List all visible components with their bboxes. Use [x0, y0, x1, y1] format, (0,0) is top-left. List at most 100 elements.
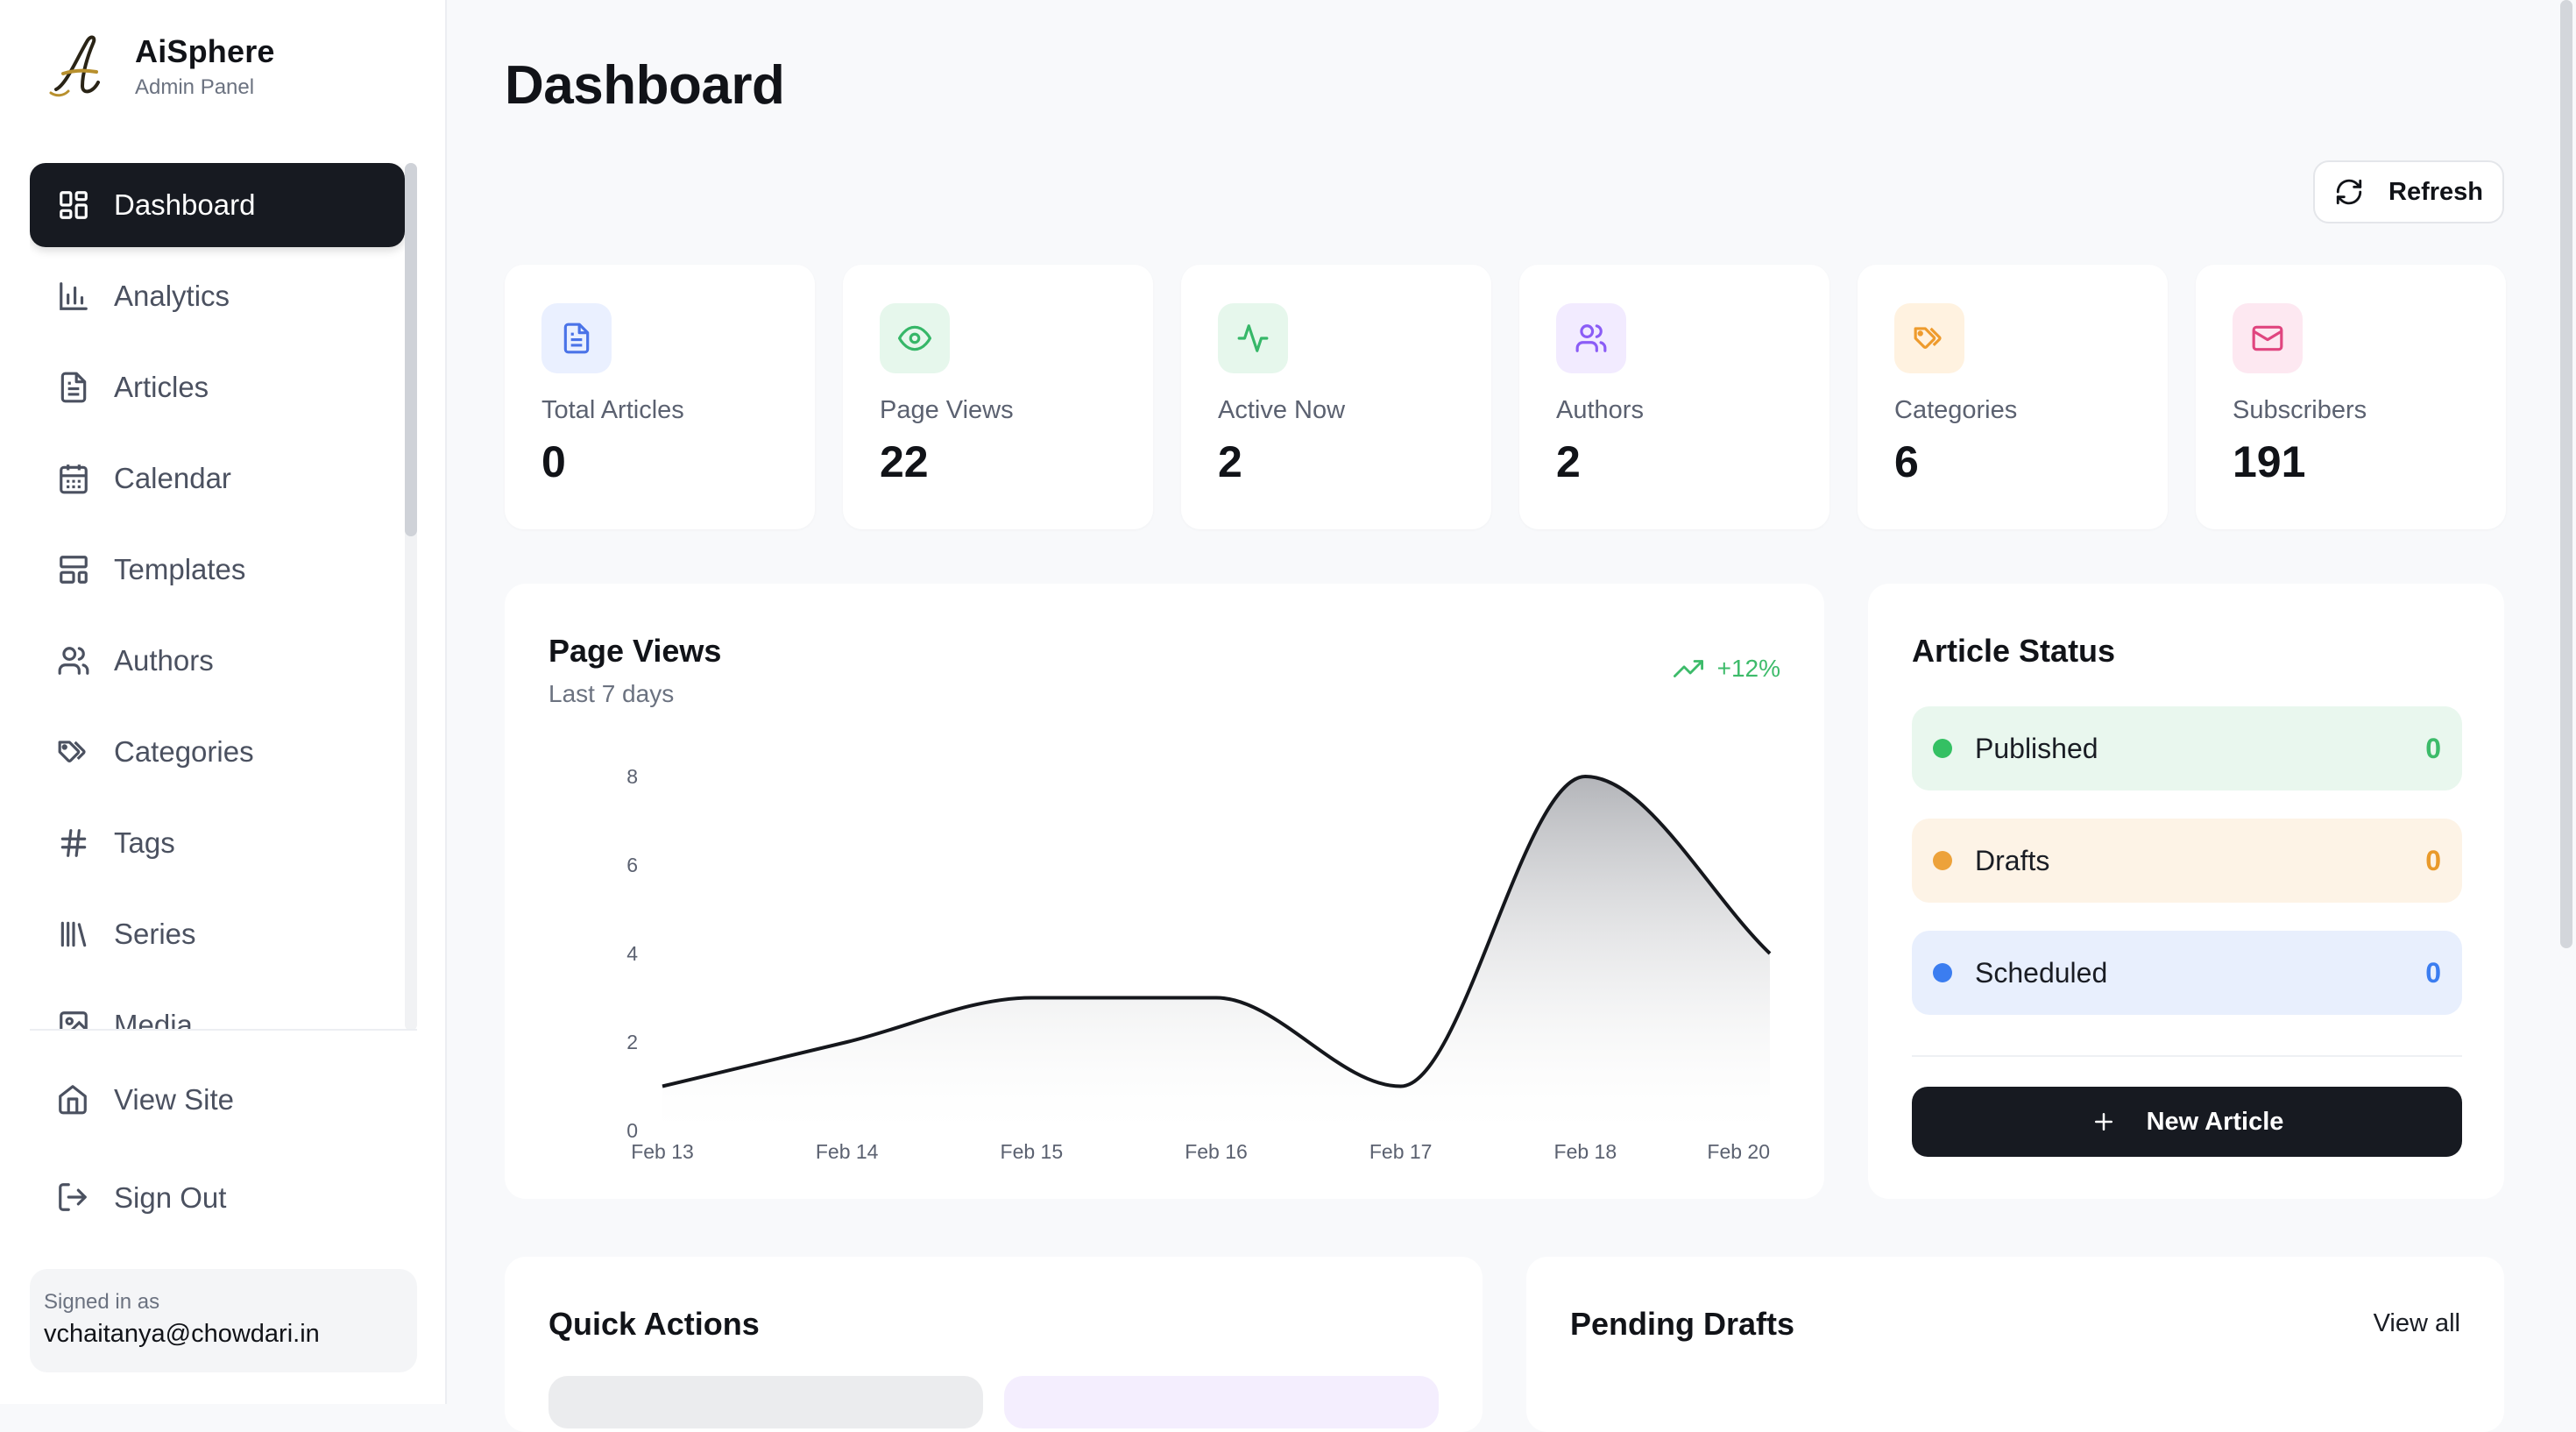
- chart-area: [662, 776, 1770, 1131]
- refresh-icon: [2336, 179, 2362, 205]
- stat-value: 22: [880, 437, 929, 486]
- status-row-scheduled[interactable]: Scheduled 0: [1912, 931, 2462, 1015]
- view-site-link[interactable]: View Site: [30, 1060, 405, 1139]
- sidebar-item-templates[interactable]: Templates: [30, 528, 405, 612]
- status-dot: [1933, 963, 1952, 982]
- y-tick-label: 8: [626, 765, 638, 788]
- sidebar: AiSphere Admin Panel Dashboard Analytics: [0, 0, 447, 1404]
- tags-icon: [1894, 303, 1964, 373]
- brand[interactable]: AiSphere Admin Panel: [47, 32, 275, 102]
- quick-actions-title: Quick Actions: [548, 1306, 760, 1342]
- stat-value: 2: [1218, 437, 1242, 486]
- sidebar-item-label: Media: [114, 1009, 193, 1031]
- stat-label: Active Now: [1218, 396, 1346, 424]
- trending-up-icon: [1673, 660, 1703, 677]
- signed-in-card: Signed in as vchaitanya@chowdari.in: [30, 1269, 417, 1372]
- activity-icon: [1218, 303, 1288, 373]
- signed-in-label: Signed in as: [44, 1290, 160, 1314]
- status-row-drafts[interactable]: Drafts 0: [1912, 819, 2462, 903]
- sidebar-item-categories[interactable]: Categories: [30, 710, 405, 794]
- status-row-published[interactable]: Published 0: [1912, 706, 2462, 790]
- stat-label: Authors: [1556, 396, 1644, 424]
- sidebar-item-media[interactable]: Media: [30, 983, 405, 1031]
- bar-chart-icon: [56, 279, 91, 314]
- calendar-icon: [56, 461, 91, 496]
- new-article-label: New Article: [2146, 1107, 2284, 1136]
- y-tick-label: 0: [626, 1119, 638, 1142]
- sidebar-item-label: Calendar: [114, 462, 231, 494]
- quick-action-tile[interactable]: [548, 1376, 983, 1428]
- stat-card-authors[interactable]: Authors 2: [1519, 265, 1829, 529]
- chart-point[interactable]: [1396, 1081, 1406, 1092]
- users-icon: [56, 643, 91, 678]
- page-title: Dashboard: [505, 55, 785, 116]
- new-article-button[interactable]: New Article: [1912, 1087, 2462, 1157]
- sidebar-item-label: Series: [114, 918, 196, 950]
- x-tick-label: Feb 13: [631, 1140, 694, 1163]
- sidebar-item-series[interactable]: Series: [30, 892, 405, 976]
- stat-label: Categories: [1894, 396, 2018, 424]
- document-icon: [56, 370, 91, 405]
- chart-point[interactable]: [1026, 993, 1037, 1003]
- chart-point[interactable]: [842, 1037, 853, 1047]
- stat-value: 191: [2233, 437, 2306, 486]
- article-status-panel: Article Status Published 0 Drafts 0 Sche…: [1868, 584, 2504, 1199]
- app-name: AiSphere: [135, 33, 275, 69]
- pending-drafts-panel: Pending Drafts View all: [1526, 1257, 2504, 1432]
- quick-action-tile[interactable]: [1004, 1376, 1439, 1428]
- sidebar-divider: [30, 1029, 417, 1031]
- sign-out-label: Sign Out: [114, 1181, 227, 1214]
- refresh-label: Refresh: [2388, 177, 2483, 206]
- quick-actions-panel: Quick Actions: [505, 1257, 1483, 1432]
- chart-point[interactable]: [1765, 948, 1775, 959]
- stat-card-categories[interactable]: Categories 6: [1858, 265, 2168, 529]
- stat-card-total-articles[interactable]: Total Articles 0: [505, 265, 815, 529]
- sidebar-item-label: Articles: [114, 371, 209, 403]
- home-icon: [56, 1082, 91, 1117]
- stat-card-active-now[interactable]: Active Now 2: [1181, 265, 1491, 529]
- main-scrollbar[interactable]: [2560, 0, 2572, 948]
- sidebar-item-label: Analytics: [114, 280, 230, 312]
- stat-label: Page Views: [880, 396, 1014, 424]
- image-icon: [56, 1008, 91, 1031]
- tags-icon: [56, 734, 91, 769]
- sidebar-scrollbar-thumb[interactable]: [405, 163, 417, 536]
- template-icon: [56, 552, 91, 587]
- stat-card-page-views[interactable]: Page Views 22: [843, 265, 1153, 529]
- stat-value: 2: [1556, 437, 1581, 486]
- stat-card-subscribers[interactable]: Subscribers 191: [2196, 265, 2506, 529]
- status-dot: [1933, 851, 1952, 870]
- sidebar-item-dashboard[interactable]: Dashboard: [30, 163, 405, 247]
- chart-line: [662, 774, 1772, 1088]
- status-label: Published: [1975, 732, 2098, 764]
- sign-out-button[interactable]: Sign Out: [30, 1159, 405, 1237]
- sidebar-item-analytics[interactable]: Analytics: [30, 254, 405, 338]
- sidebar-item-label: Categories: [114, 735, 254, 768]
- app-subtitle: Admin Panel: [135, 75, 255, 99]
- page-views-chart: 0 2 4 6 8 Feb 13 Feb 14 Feb 15 Feb 16 Feb 17 Feb 1…: [626, 765, 1775, 1163]
- sidebar-item-articles[interactable]: Articles: [30, 345, 405, 429]
- chart-point[interactable]: [657, 1081, 668, 1092]
- view-site-label: View Site: [114, 1083, 234, 1116]
- refresh-button[interactable]: Refresh: [2313, 160, 2504, 223]
- view-all-link[interactable]: View all: [2373, 1309, 2460, 1337]
- x-tick-label: Feb 16: [1185, 1140, 1248, 1163]
- sidebar-item-label: Dashboard: [114, 188, 256, 221]
- document-icon: [541, 303, 612, 373]
- page-views-panel: Page Views Last 7 days +12% 0 2 4 6 8 Feb 13 F…: [505, 584, 1824, 1199]
- stat-value: 6: [1894, 437, 1919, 486]
- status-dot: [1933, 739, 1952, 758]
- sidebar-item-calendar[interactable]: Calendar: [30, 436, 405, 521]
- y-tick-label: 4: [626, 942, 638, 965]
- chart-point[interactable]: [1211, 993, 1221, 1003]
- mail-icon: [2233, 303, 2303, 373]
- chart-point[interactable]: [1580, 771, 1590, 782]
- sidebar-item-authors[interactable]: Authors: [30, 619, 405, 703]
- sidebar-item-tags[interactable]: Tags: [30, 801, 405, 885]
- page-views-subtitle: Last 7 days: [548, 680, 675, 707]
- trend-indicator: +12%: [1673, 654, 1780, 684]
- x-tick-label: Feb 20: [1707, 1140, 1770, 1163]
- stat-label: Total Articles: [541, 396, 684, 424]
- page-views-title: Page Views: [548, 633, 722, 669]
